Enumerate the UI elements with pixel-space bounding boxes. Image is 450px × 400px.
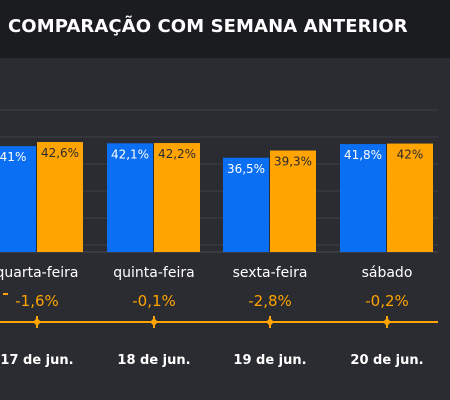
category-label: quinta-feira — [113, 265, 194, 281]
bar-previous-1 — [154, 143, 200, 252]
bar-current-3 — [340, 144, 386, 252]
timeline-dot — [267, 319, 273, 325]
bar-previous-3 — [387, 143, 433, 252]
data-label: 42,2% — [158, 147, 196, 161]
data-label: 39,3% — [274, 155, 312, 169]
bar-previous-2 — [270, 150, 316, 252]
bar-current-2 — [223, 157, 269, 252]
bar-previous-0 — [37, 142, 83, 252]
change-label: -0,2% — [365, 292, 409, 310]
chart-title: COMPARAÇÃO COM SEMANA ANTERIOR — [8, 16, 408, 37]
data-label: 42,6% — [41, 146, 79, 160]
timeline-dot — [384, 319, 390, 325]
title-bar — [0, 0, 450, 58]
data-label: 41% — [0, 150, 26, 164]
change-label: -2,8% — [248, 292, 292, 310]
date-label: 18 de jun. — [117, 353, 190, 368]
category-label: sexta-feira — [233, 265, 308, 281]
category-label: quarta-feira — [0, 265, 78, 281]
data-label: 41,8% — [344, 148, 382, 162]
data-label: 42% — [397, 148, 424, 162]
bar-current-1 — [107, 143, 153, 252]
date-label: 17 de jun. — [0, 353, 73, 368]
date-label: 19 de jun. — [233, 353, 306, 368]
change-label: -0,1% — [132, 292, 176, 310]
category-label: sábado — [362, 265, 413, 281]
timeline-dot — [151, 319, 157, 325]
data-label: 42,1% — [111, 147, 149, 161]
change-label: -1,6% — [15, 292, 59, 310]
bar-current-0 — [0, 146, 36, 252]
date-label: 20 de jun. — [350, 353, 423, 368]
timeline-dot — [34, 319, 40, 325]
data-label: 36,5% — [227, 162, 265, 176]
